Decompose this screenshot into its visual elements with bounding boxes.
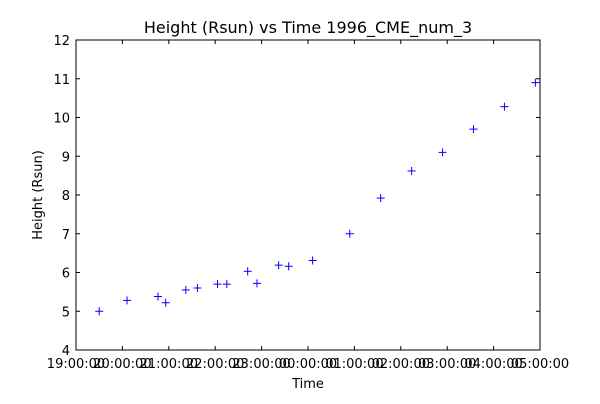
data-point	[531, 78, 540, 87]
y-tick-label: 10	[53, 112, 70, 127]
data-point	[407, 166, 416, 175]
x-tick-label: 01:00:00	[325, 357, 383, 372]
chart-title: Height (Rsun) vs Time 1996_CME_num_3	[144, 18, 472, 38]
x-tick-label: 23:00:00	[232, 357, 290, 372]
data-point	[123, 296, 132, 305]
data-point	[274, 261, 283, 270]
data-point	[161, 298, 170, 307]
x-tick-label: 03:00:00	[418, 357, 476, 372]
x-tick-label: 19:00:00	[47, 357, 105, 372]
x-tick-label: 00:00:00	[279, 357, 337, 372]
data-point	[500, 102, 509, 111]
data-point	[284, 262, 293, 271]
data-point	[252, 279, 261, 288]
y-tick-label: 9	[62, 150, 70, 165]
data-point	[153, 292, 162, 301]
data-point	[222, 280, 231, 289]
axis-ticks: 19:00:0020:00:0021:00:0022:00:0023:00:00…	[47, 34, 569, 372]
y-tick-label: 4	[62, 344, 70, 359]
data-point	[193, 284, 202, 292]
x-axis-label: Time	[291, 377, 324, 392]
data-point	[438, 148, 447, 157]
data-point	[243, 267, 252, 276]
data-point	[376, 194, 385, 203]
y-tick-label: 7	[62, 228, 70, 243]
data-points	[95, 78, 540, 316]
x-tick-label: 20:00:00	[93, 357, 151, 372]
y-tick-label: 6	[62, 267, 70, 282]
plot-frame	[75, 39, 541, 351]
x-tick-label: 22:00:00	[186, 357, 244, 372]
data-point	[181, 285, 190, 294]
y-tick-label: 12	[53, 34, 70, 49]
x-tick-label: 05:00:00	[511, 357, 569, 372]
y-tick-label: 11	[53, 73, 70, 88]
data-point	[469, 125, 478, 134]
y-tick-label: 5	[62, 305, 70, 320]
x-tick-label: 21:00:00	[140, 357, 198, 372]
x-tick-label: 04:00:00	[464, 357, 522, 372]
y-tick-label: 8	[62, 189, 70, 204]
data-point	[213, 280, 222, 289]
x-tick-label: 02:00:00	[372, 357, 430, 372]
data-point	[95, 307, 104, 316]
y-axis-label: Height (Rsun)	[31, 150, 46, 240]
data-point	[308, 256, 317, 265]
data-point	[345, 229, 354, 238]
